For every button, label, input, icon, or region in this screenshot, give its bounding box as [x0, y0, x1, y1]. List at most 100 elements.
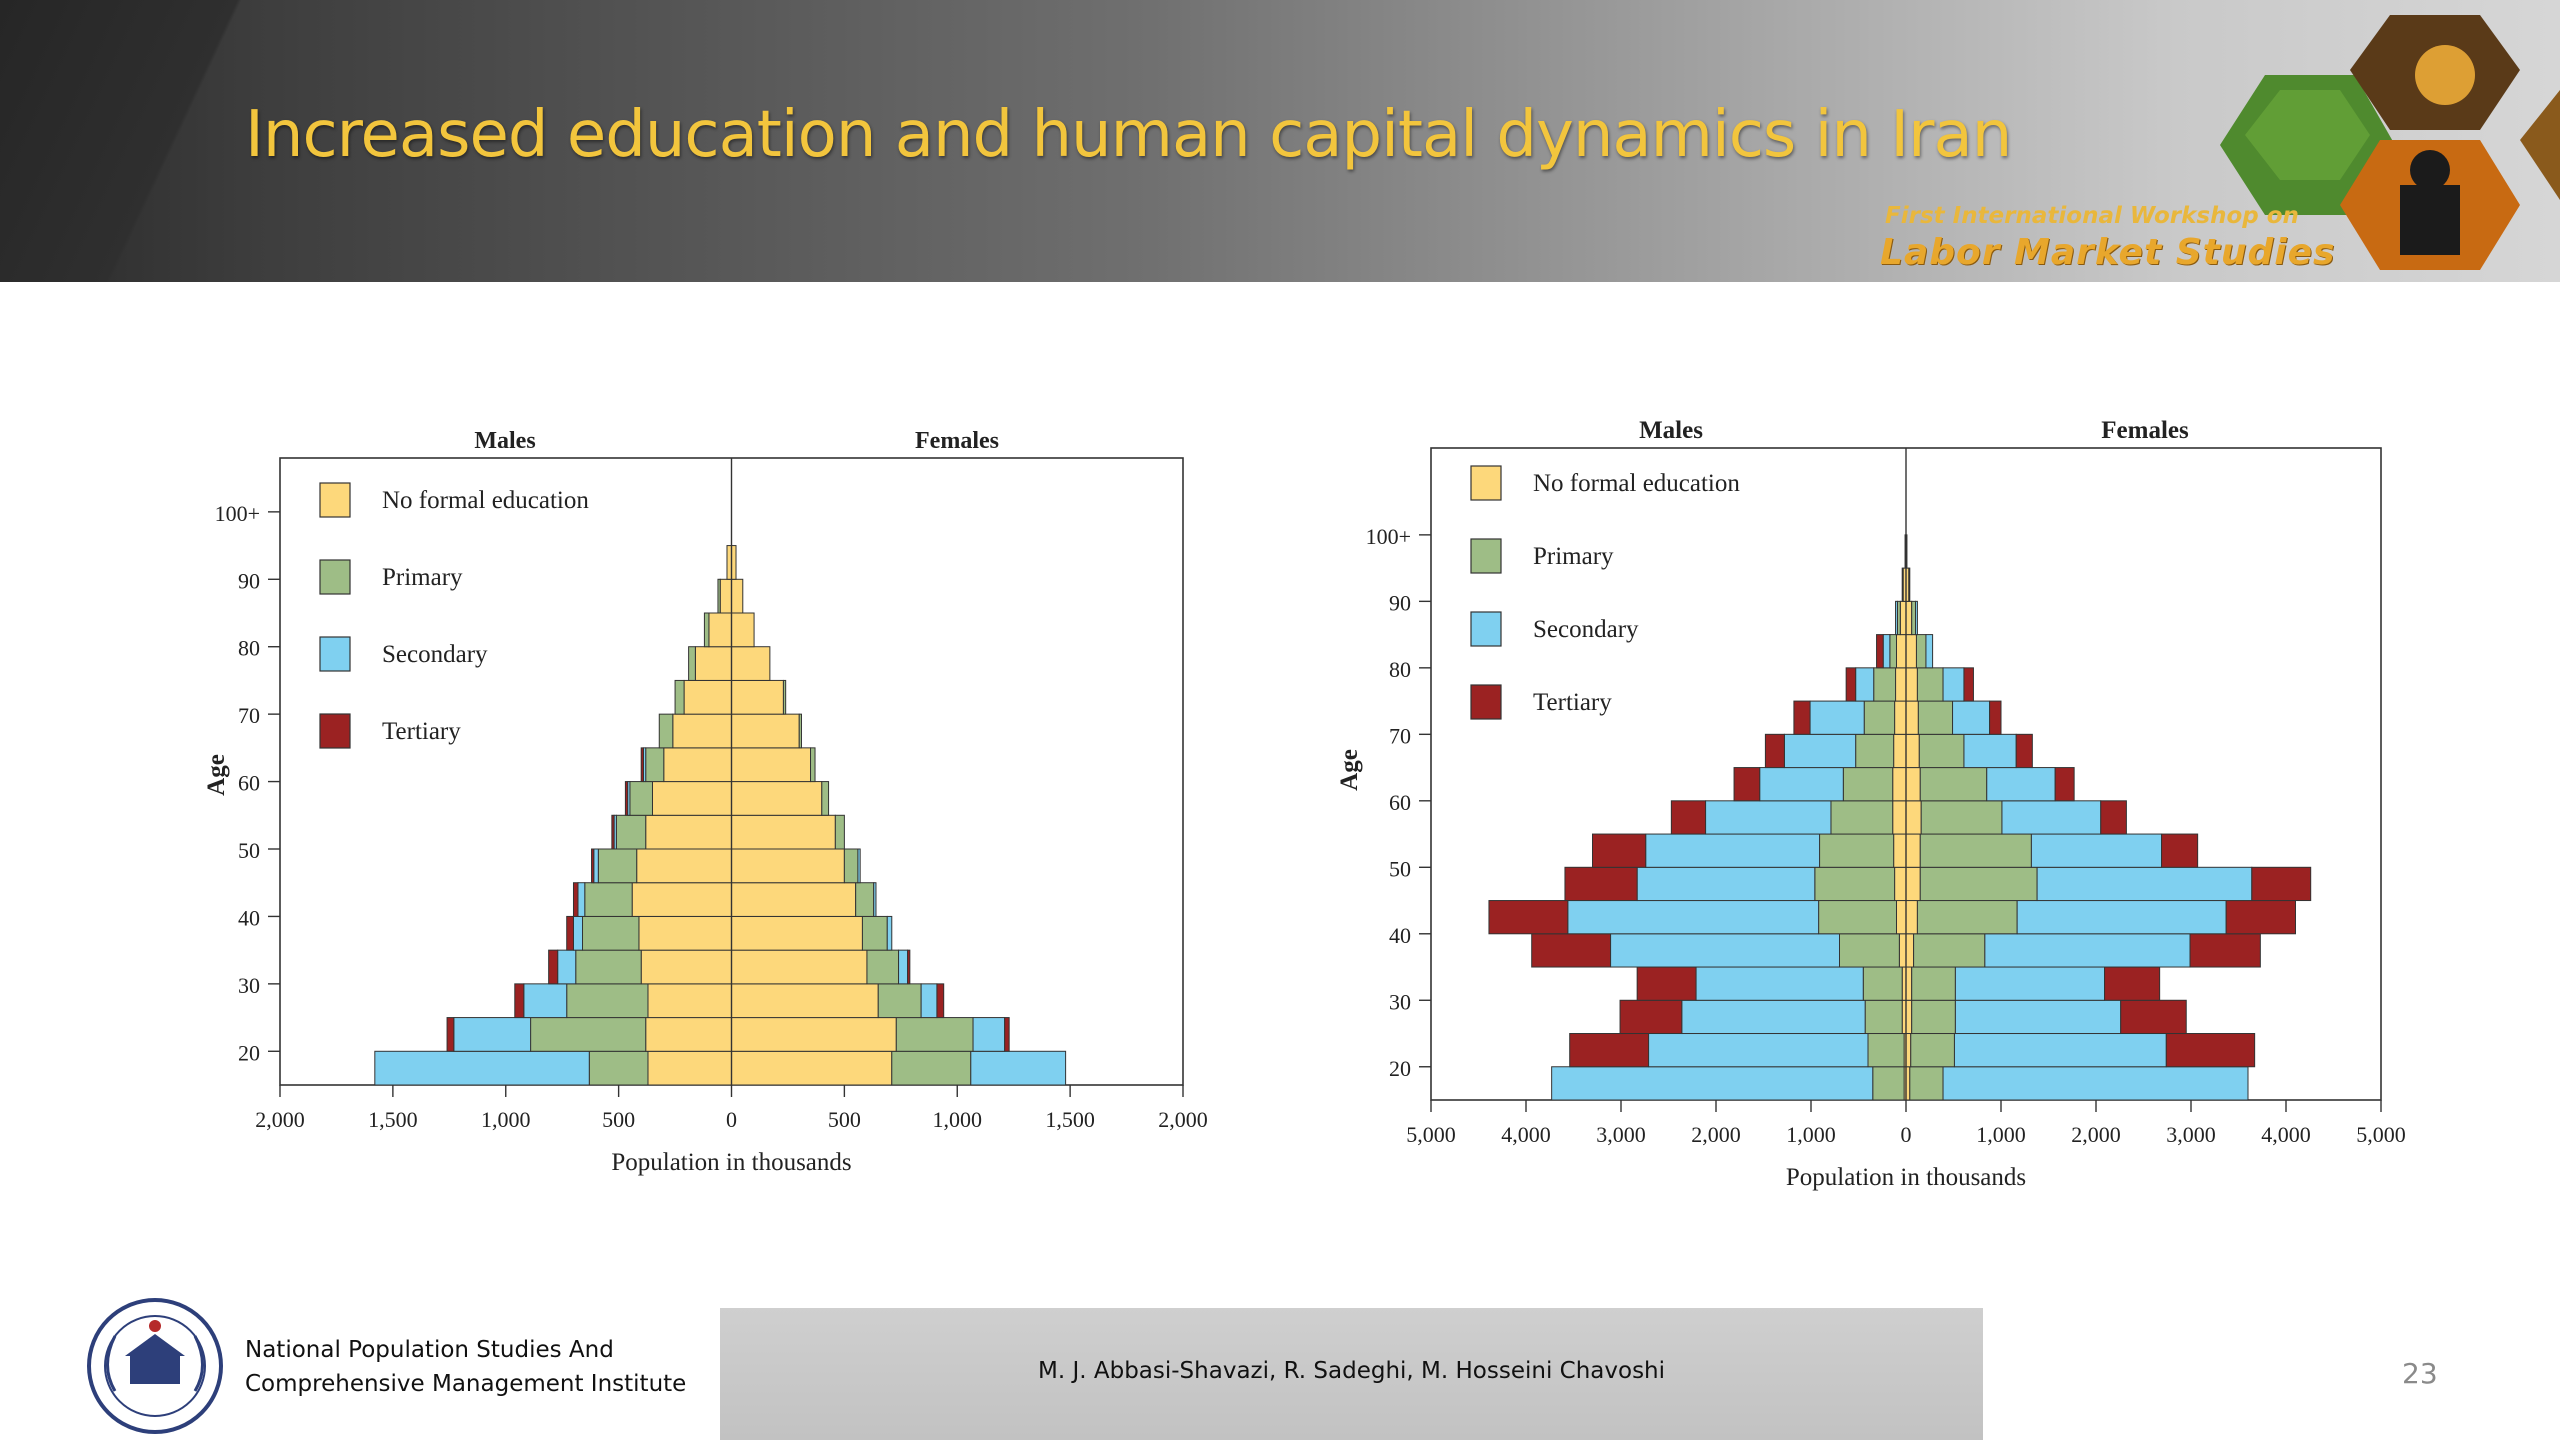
x-tick-label: 1,500 — [368, 1107, 418, 1132]
bar-males-secondary-60-64 — [1759, 767, 1844, 802]
bar-females-tertiary-20-24 — [2165, 1033, 2256, 1068]
y-tick-label: 50 — [1389, 856, 1411, 881]
legend-label-primary: Primary — [382, 564, 463, 591]
y-tick-label: 80 — [1389, 657, 1411, 682]
bar-males-tertiary-30-34 — [1636, 966, 1697, 1001]
bar-males-tertiary-45-49 — [1564, 866, 1638, 902]
y-tick-label: 100+ — [215, 501, 260, 526]
bar-males-no-formal-education-45-49 — [636, 848, 732, 884]
bar-females-tertiary-25-29 — [936, 983, 945, 1019]
legend-swatch-secondary — [1470, 611, 1502, 647]
bar-males-primary-25-29 — [566, 983, 649, 1019]
bar-females-primary-85-89 — [1911, 600, 1917, 636]
bar-males-no-formal-education-35-39 — [638, 915, 733, 951]
legend-label-no-formal-education: No formal education — [1533, 470, 1740, 497]
bar-males-primary-60-64 — [645, 747, 665, 783]
bar-males-tertiary-50-54 — [1592, 833, 1647, 868]
bar-females-no-formal-education-55-59 — [1905, 800, 1922, 835]
bar-females-no-formal-education-15-19 — [731, 1050, 893, 1086]
bar-males-no-formal-education-65-69 — [672, 713, 732, 749]
bar-males-tertiary-25-29 — [1619, 999, 1683, 1035]
x-tick-label: 4,000 — [2261, 1122, 2311, 1147]
bar-males-primary-80-84 — [1889, 634, 1897, 669]
bar-males-secondary-40-44 — [1567, 900, 1820, 935]
bar-males-primary-90-94 — [1901, 567, 1904, 602]
bar-females-primary-90-94 — [1908, 567, 1911, 602]
bar-females-no-formal-education-60-64 — [1905, 767, 1921, 802]
bar-females-secondary-45-49 — [2036, 866, 2253, 902]
x-tick-label: 4,000 — [1501, 1122, 1551, 1147]
slide-banner: Increased education and human capital dy… — [0, 0, 2560, 282]
bar-males-no-formal-education-75-79 — [694, 646, 733, 681]
bar-males-primary-40-44 — [1818, 900, 1898, 935]
bar-females-no-formal-education-50-54 — [1905, 833, 1921, 868]
bar-males-no-formal-education-85-89 — [719, 578, 733, 614]
bar-females-secondary-75-79 — [1942, 667, 1965, 702]
bar-males-secondary-30-34 — [1695, 966, 1864, 1001]
bar-males-primary-45-49 — [597, 848, 638, 884]
x-tick-label: 2,000 — [1158, 1107, 1208, 1132]
bar-males-primary-20-24 — [1867, 1033, 1905, 1068]
bar-females-tertiary-30-34 — [2104, 966, 2161, 1001]
legend-swatch-primary — [319, 559, 351, 595]
bar-females-no-formal-education-20-24 — [1905, 1033, 1912, 1068]
bar-females-primary-40-44 — [1916, 900, 2018, 935]
bar-females-secondary-15-19 — [1942, 1066, 2249, 1101]
x-tick-label: 3,000 — [2166, 1122, 2216, 1147]
x-tick-label: 0 — [1901, 1122, 1912, 1147]
bar-females-tertiary-40-44 — [2225, 900, 2297, 935]
females-heading: Females — [2101, 417, 2189, 444]
x-tick-label: 500 — [828, 1107, 861, 1132]
y-tick-label: 60 — [1389, 790, 1411, 815]
bar-males-tertiary-40-44 — [1488, 900, 1569, 935]
bar-females-tertiary-20-24 — [1004, 1017, 1010, 1052]
bar-males-primary-50-54 — [1819, 833, 1895, 868]
workshop-name-line1: First International Workshop on — [1885, 203, 2299, 229]
bar-females-no-formal-education-35-39 — [731, 915, 863, 951]
bar-males-no-formal-education-70-74 — [1894, 700, 1907, 735]
bar-females-no-formal-education-45-49 — [731, 848, 845, 884]
bar-males-no-formal-education-75-79 — [1895, 667, 1907, 702]
bar-females-primary-35-39 — [1913, 933, 1986, 968]
x-tick-label: 1,000 — [933, 1107, 983, 1132]
slide-title: Increased education and human capital dy… — [245, 98, 2012, 172]
bar-females-secondary-30-34 — [1954, 966, 2106, 1001]
population-pyramid-right: 5,000 4,000 3,000 2,000 1,000 0 1,000 2,000 3,00… — [1336, 417, 2406, 1191]
bar-males-secondary-70-74 — [1809, 700, 1865, 735]
y-tick-label: 40 — [238, 905, 260, 930]
institute-logo — [87, 1298, 223, 1434]
bar-males-primary-15-19 — [588, 1050, 649, 1086]
x-tick-label: 2,000 — [255, 1107, 305, 1132]
workshop-name-line2: Labor Market Studies — [1880, 232, 2336, 273]
bar-males-no-formal-education-55-59 — [651, 781, 732, 816]
bar-females-no-formal-education-70-74 — [731, 679, 784, 715]
bar-males-secondary-35-39 — [1610, 933, 1840, 968]
bar-males-no-formal-education-85-89 — [1899, 600, 1907, 636]
bar-females-secondary-60-64 — [1986, 767, 2056, 802]
bar-males-primary-70-74 — [674, 679, 685, 715]
bar-females-no-formal-education-75-79 — [731, 646, 771, 681]
bar-females-primary-25-29 — [1911, 999, 1956, 1035]
y-tick-label: 100+ — [1366, 524, 1411, 549]
bar-males-tertiary-25-29 — [514, 983, 525, 1019]
bar-males-secondary-50-54 — [1645, 833, 1821, 868]
x-tick-label: 500 — [602, 1107, 635, 1132]
bar-males-primary-55-59 — [629, 781, 653, 816]
authors-text: M. J. Abbasi-Shavazi, R. Sadeghi, M. Hos… — [1037, 1358, 1666, 1384]
bar-females-primary-20-24 — [1910, 1033, 1955, 1068]
bar-females-tertiary-50-54 — [2161, 833, 2199, 868]
bar-males-primary-80-84 — [703, 612, 710, 648]
bar-males-tertiary-45-49 — [591, 848, 595, 884]
bar-males-primary-50-54 — [615, 814, 647, 850]
y-tick-label: 80 — [238, 636, 260, 661]
bar-females-tertiary-45-49 — [2251, 866, 2312, 902]
bar-females-no-formal-education-45-49 — [1905, 866, 1921, 902]
bar-males-primary-15-19 — [1872, 1066, 1905, 1101]
bar-males-no-formal-education-50-54 — [1893, 833, 1907, 868]
bar-males-secondary-15-19 — [1551, 1066, 1874, 1101]
bar-males-secondary-40-44 — [577, 882, 586, 917]
legend-label-secondary: Secondary — [382, 641, 488, 668]
bar-females-no-formal-education-65-69 — [1905, 733, 1920, 769]
bar-females-no-formal-education-80-84 — [731, 612, 755, 648]
x-tick-label: 1,000 — [1786, 1122, 1836, 1147]
